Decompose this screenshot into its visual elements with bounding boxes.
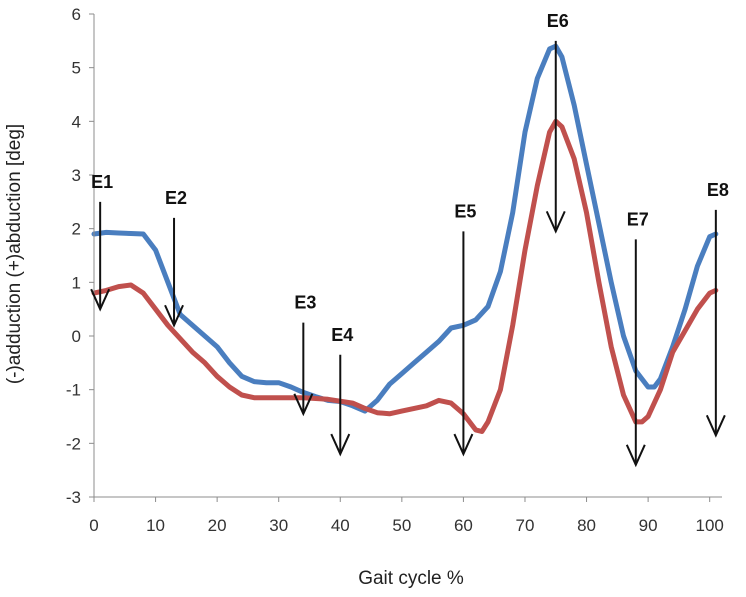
y-axis-title: (-)adduction (+)abduction [deg] xyxy=(4,124,25,384)
event-e3: E3 xyxy=(293,293,316,417)
event-label: E2 xyxy=(165,188,187,208)
event-arrow-head xyxy=(625,444,646,468)
x-axis-ticks: 0 10 20 30 40 50 60 70 80 90 100 xyxy=(89,497,724,535)
y-tick-label: 3 xyxy=(72,166,81,185)
x-tick-label: 10 xyxy=(146,516,165,535)
x-tick-label: 90 xyxy=(639,516,658,535)
event-arrow-head xyxy=(293,393,314,417)
event-label: E5 xyxy=(454,201,476,221)
event-label: E1 xyxy=(91,172,113,192)
x-tick-label: 0 xyxy=(89,516,98,535)
x-tick-label: 70 xyxy=(516,516,535,535)
event-label: E8 xyxy=(707,180,729,200)
event-label: E4 xyxy=(331,325,353,345)
y-tick-label: 4 xyxy=(72,112,81,131)
event-e6: E6 xyxy=(545,11,569,234)
y-tick-label: 2 xyxy=(72,220,81,239)
event-e1: E1 xyxy=(90,172,113,312)
plot-area xyxy=(91,43,719,434)
x-tick-label: 20 xyxy=(208,516,227,535)
event-arrow-head xyxy=(164,304,184,328)
event-e5: E5 xyxy=(453,201,476,457)
x-tick-label: 50 xyxy=(392,516,411,535)
x-tick-label: 60 xyxy=(454,516,473,535)
x-tick-label: 40 xyxy=(331,516,350,535)
y-tick-label: -2 xyxy=(66,434,81,453)
event-arrow-head xyxy=(453,433,474,457)
y-tick-label: 0 xyxy=(72,327,81,346)
x-tick-label: 30 xyxy=(269,516,288,535)
series-line-2 xyxy=(91,118,719,434)
x-axis-title: Gait cycle % xyxy=(358,568,464,589)
event-markers: E1 E2 E3 E4 E5 E6 E7 E8 xyxy=(90,11,729,468)
event-label: E6 xyxy=(547,11,569,31)
event-e2: E2 xyxy=(164,188,187,328)
x-tick-label: 100 xyxy=(695,516,723,535)
y-tick-label: -1 xyxy=(66,381,81,400)
event-arrow-head xyxy=(90,288,111,312)
event-label: E3 xyxy=(294,293,316,313)
event-e7: E7 xyxy=(625,209,649,468)
event-arrow-head xyxy=(705,414,726,438)
event-e4: E4 xyxy=(330,325,353,457)
y-tick-label: 5 xyxy=(72,59,81,78)
y-axis-ticks: -3 -2 -1 0 1 2 3 4 5 6 xyxy=(66,5,94,507)
x-tick-label: 80 xyxy=(577,516,596,535)
y-tick-label: -3 xyxy=(66,488,81,507)
y-tick-label: 6 xyxy=(72,5,81,24)
event-arrow-head xyxy=(330,433,351,457)
series-line-1 xyxy=(91,43,719,414)
event-e8: E8 xyxy=(705,180,729,438)
event-label: E7 xyxy=(627,209,649,229)
event-arrow-head xyxy=(545,210,566,234)
y-tick-label: 1 xyxy=(72,273,81,292)
